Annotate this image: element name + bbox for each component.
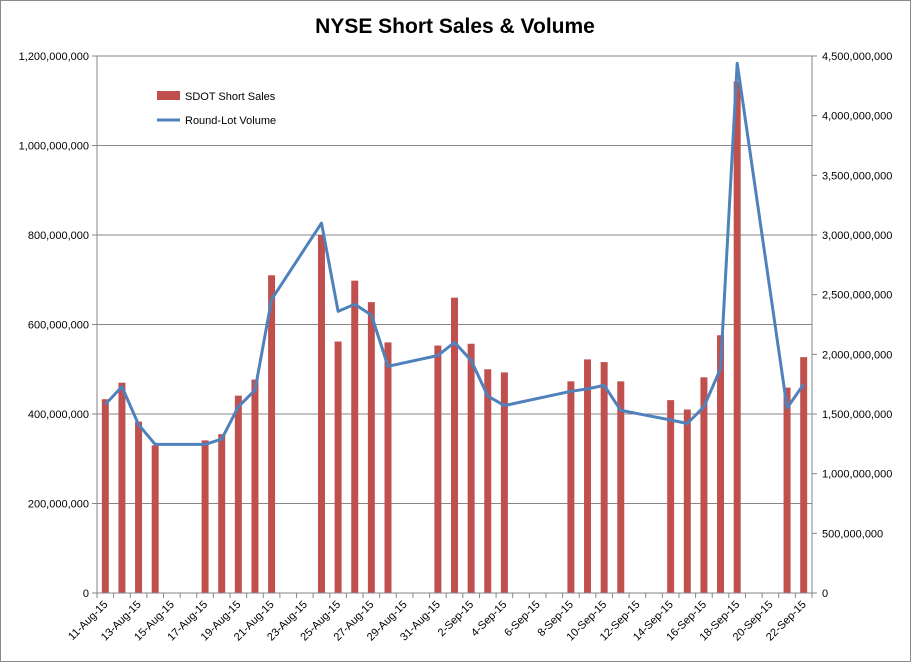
legend-swatch-sdot-short-sales	[157, 91, 180, 100]
left-tick-label: 600,000,000	[28, 320, 89, 332]
bar	[367, 302, 375, 593]
bar	[800, 357, 808, 593]
right-tick-label: 0	[822, 588, 828, 600]
right-tick-label: 2,000,000,000	[822, 349, 892, 361]
bar	[600, 362, 608, 593]
line-series-round-lot-volume	[104, 61, 805, 446]
bar	[251, 379, 259, 593]
right-tick-label: 4,500,000,000	[822, 51, 892, 63]
right-axis-tick-labels: 0 500,000,000 1,000,000,000 1,500,000,000 2,…	[822, 51, 892, 600]
bar	[268, 275, 276, 593]
left-tick-label: 400,000,000	[28, 409, 89, 421]
legend-label-sdot-short-sales: SDOT Short Sales	[185, 91, 276, 103]
bar	[234, 395, 242, 593]
bar-series-sdot-short-sales	[101, 81, 808, 593]
bar	[584, 359, 592, 593]
left-tick-label: 0	[83, 588, 89, 600]
bar	[484, 369, 492, 593]
bar	[118, 382, 126, 593]
right-tick-label: 2,500,000,000	[822, 290, 892, 302]
bar	[783, 387, 791, 593]
bar	[617, 381, 625, 593]
legend: SDOT Short Sales Round-Lot Volume	[157, 91, 276, 127]
right-tick-label: 1,000,000,000	[822, 469, 892, 481]
bar	[667, 400, 675, 593]
left-axis-tick-labels: 0 200,000,000 400,000,000 600,000,000 800,00…	[19, 51, 89, 600]
legend-label-round-lot-volume: Round-Lot Volume	[185, 115, 276, 127]
bar	[317, 235, 325, 593]
bar	[700, 377, 708, 593]
bar	[135, 421, 143, 593]
left-tick-label: 1,200,000,000	[19, 51, 89, 63]
bar	[451, 297, 458, 593]
bar	[384, 342, 392, 593]
bar	[467, 343, 475, 593]
bar	[218, 434, 226, 593]
bar	[733, 81, 741, 593]
bar	[717, 335, 725, 593]
bar	[151, 445, 159, 593]
left-tick-label: 1,000,000,000	[19, 141, 89, 153]
right-tick-label: 3,500,000,000	[822, 170, 892, 182]
bar	[351, 280, 359, 593]
right-tick-label: 3,000,000,000	[822, 230, 892, 242]
bar	[683, 409, 691, 593]
bar	[434, 345, 442, 593]
x-axis-tick-labels: 11-Aug-1513-Aug-1515-Aug-1517-Aug-1519-A…	[66, 599, 809, 644]
right-tick-label: 4,000,000,000	[822, 111, 892, 123]
left-tick-label: 800,000,000	[28, 230, 89, 242]
axes	[92, 55, 817, 598]
bar	[334, 341, 342, 593]
bar	[567, 381, 575, 593]
right-tick-label: 500,000,000	[822, 528, 883, 540]
series-line	[104, 61, 805, 446]
right-tick-label: 1,500,000,000	[822, 409, 892, 421]
chart-title: NYSE Short Sales & Volume	[315, 15, 595, 38]
bar	[500, 372, 508, 593]
bar	[101, 399, 109, 593]
bar	[201, 440, 209, 593]
gridlines	[97, 55, 812, 504]
left-tick-label: 200,000,000	[28, 499, 89, 511]
